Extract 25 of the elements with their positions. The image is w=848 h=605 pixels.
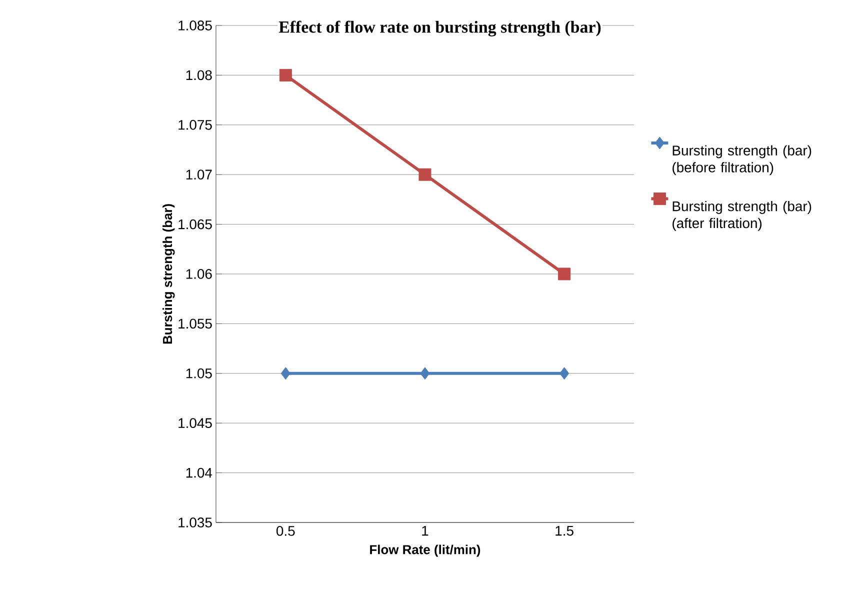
- legend-label: Bursting strength (bar) (before filtration): [672, 145, 812, 176]
- x-tick-label: 1: [422, 526, 428, 536]
- y-tick-label: 1.07: [186, 170, 212, 180]
- y-tick-label: 1.05: [186, 368, 212, 378]
- y-tick-label: 1.055: [178, 318, 212, 329]
- y-tick-label: 1.065: [178, 219, 212, 230]
- x-tick-label: 1.5: [556, 526, 574, 536]
- legend-label: Bursting strength (bar) (after filtration): [672, 200, 812, 231]
- y-tick-label: 1.08: [186, 70, 212, 80]
- point: [420, 367, 430, 380]
- y-axis-title: Bursting strength (bar): [162, 204, 175, 344]
- y-tick-label: 1.045: [178, 418, 212, 428]
- point: [280, 367, 290, 380]
- chart-title: Effect of flow rate on bursting strength (bar): [278, 20, 601, 36]
- y-tick-label: 1.075: [178, 120, 212, 130]
- y-tick-label: 1.06: [186, 269, 212, 279]
- x-tick-label: 0.5: [276, 526, 295, 536]
- y-tick-label: 1.085: [178, 20, 212, 30]
- point: [560, 367, 570, 380]
- point: [418, 168, 432, 181]
- y-tick-label: 1.04: [186, 468, 212, 478]
- x-axis-title: Flow Rate (lit/min): [370, 544, 480, 557]
- point: [279, 68, 292, 82]
- point: [558, 268, 571, 280]
- y-tick-label: 1.035: [178, 518, 212, 528]
